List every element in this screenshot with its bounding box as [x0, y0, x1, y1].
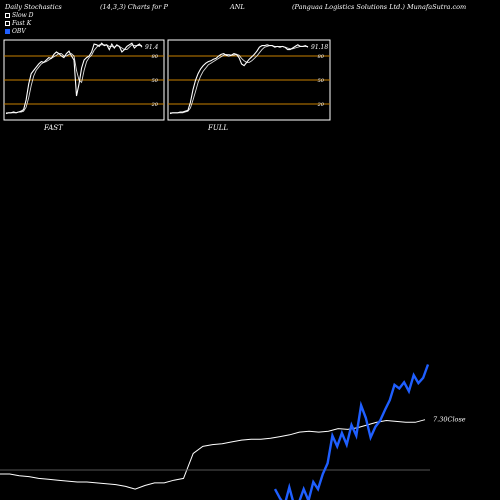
- close-line: [0, 419, 426, 490]
- legend-fast-k: Fast K: [5, 20, 31, 27]
- obv-line: [273, 364, 430, 500]
- fast-panel-title: FAST: [43, 124, 64, 132]
- slow-d-swatch: [5, 13, 10, 18]
- fast-tick-20: 20: [151, 102, 159, 108]
- full-tick-50: 50: [318, 78, 325, 84]
- full-panel-title: FULL: [207, 124, 228, 132]
- fast-fast-k-line: [5, 42, 143, 115]
- fast-tick-50: 50: [152, 78, 159, 84]
- fast-tick-80: 80: [152, 54, 159, 60]
- fast-k-swatch: [5, 21, 10, 26]
- chart-type-label: Daily Stochastics: [5, 3, 62, 11]
- company-label: (Panguaa Logistics Solutions Ltd.) Munaf…: [292, 3, 467, 11]
- chart-params-label: (14,3,3) Charts for P: [100, 3, 168, 11]
- close-value-suffix: Close: [447, 416, 465, 424]
- legend-obv: OBV: [5, 28, 26, 35]
- full-value-label: 91.18: [311, 44, 328, 51]
- close-value: 7.30: [433, 416, 447, 424]
- full-slow-d-line: [170, 45, 308, 114]
- legend-slow-d-label: Slow D: [12, 12, 34, 19]
- full-tick-80: 80: [318, 54, 325, 60]
- legend-slow-d: Slow D: [5, 12, 34, 19]
- legend-obv-label: OBV: [12, 28, 26, 35]
- legend-fast-k-label: Fast K: [12, 20, 32, 27]
- fast-value-label: 91.4: [145, 44, 159, 51]
- symbol-label: ANL: [230, 3, 245, 11]
- fast-slow-d-line: [6, 44, 142, 114]
- full-tick-20: 20: [317, 102, 325, 108]
- obv-swatch: [5, 29, 10, 34]
- close-value-label: 7.30Close: [433, 416, 466, 424]
